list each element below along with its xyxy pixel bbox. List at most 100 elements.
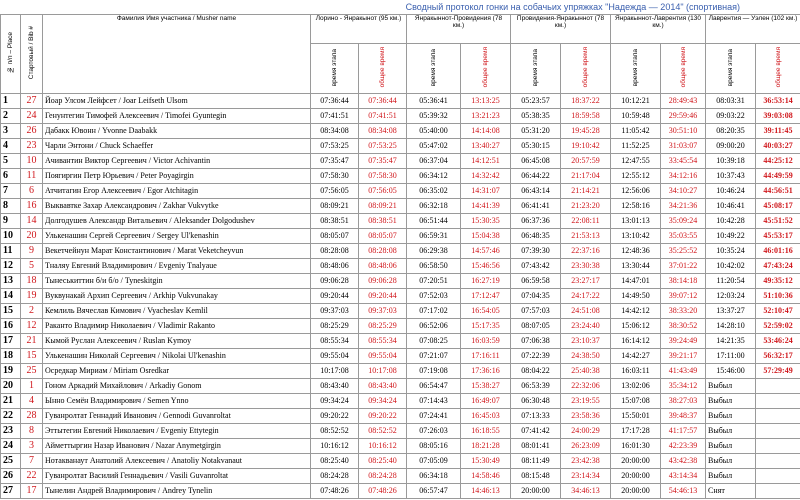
time: 08:28:08 (310, 243, 359, 259)
total-time: 09:20:22 (358, 408, 407, 424)
time: 06:34:12 (406, 168, 461, 184)
bib: 15 (20, 348, 43, 364)
total-time: 24:38:50 (560, 348, 611, 364)
time: 07:19:08 (406, 363, 461, 379)
time: 08:25:40 (310, 453, 359, 469)
time: 08:09:21 (310, 198, 359, 214)
time: 16:14:12 (610, 333, 661, 349)
time: 05:40:00 (406, 123, 461, 139)
total-time-header: общее время (679, 47, 687, 88)
place: 25 (0, 453, 21, 469)
total-time: 31:03:07 (659, 138, 707, 154)
total-time: 07:53:25 (358, 138, 407, 154)
row: 5 10 Ачивантин Виктор Сергеевич / Victor A… (0, 153, 800, 169)
time: 07:57:03 (510, 303, 561, 319)
total-time: 23:24:40 (560, 318, 611, 334)
place: 6 (0, 168, 21, 184)
bib: 6 (20, 183, 43, 199)
bib: 20 (20, 228, 43, 244)
row: 16 12 Ракантo Владимир Николаевич / Vladim… (0, 318, 800, 334)
musher-name: Выквавтке Захар Александрович / Zakhar V… (42, 198, 311, 214)
status: Выбыл (705, 408, 757, 424)
stage-header: Лорино - Янракынот (95 км.) (310, 14, 407, 44)
total-time: 10:17:08 (358, 363, 407, 379)
bib: 26 (20, 123, 43, 139)
time: 10:49:22 (705, 228, 757, 244)
time: 07:04:35 (510, 288, 561, 304)
bib: 23 (20, 138, 43, 154)
stage-time-header: время этапа (727, 48, 735, 87)
row: 15 2 Кемлиль Вячеслав Кимович / Vyacheslav… (0, 303, 800, 319)
total-time: 13:21:23 (460, 108, 511, 124)
time: 06:37:04 (406, 153, 461, 169)
total-time: 18:21:28 (460, 438, 511, 454)
empty-cell (755, 408, 800, 424)
stage-time-header: время этапа (632, 48, 639, 87)
total-time: 07:58:30 (358, 168, 407, 184)
place: 17 (0, 333, 21, 349)
final-time: 57:29:49 (755, 363, 800, 379)
musher-name: Тынелин Андрей Владимирович / Andrey Tyn… (42, 483, 311, 499)
row: 2 24 Генунтегин Тимофей Алексеевич / Timof… (0, 108, 800, 124)
total-time: 14:58:46 (460, 468, 511, 484)
time: 12:58:16 (610, 198, 661, 214)
time: 08:03:31 (705, 93, 757, 109)
time: 13:10:42 (610, 228, 661, 244)
total-time: 16:49:07 (460, 393, 511, 409)
row: 6 11 Поягиргин Петр Юрьевич / Peter Poyagi… (0, 168, 800, 184)
place: 21 (0, 393, 21, 409)
total-time: 08:48:06 (358, 258, 407, 274)
time: 10:17:08 (310, 363, 359, 379)
time: 07:43:42 (510, 258, 561, 274)
total-time: 20:57:59 (560, 153, 611, 169)
stage-time-header: время этапа (331, 48, 338, 87)
total-time: 24:51:08 (560, 303, 611, 319)
bib: 14 (20, 213, 43, 229)
time: 12:55:12 (610, 168, 661, 184)
musher-name: Эттытегин Евгений Николаевич / Evgeniy E… (42, 423, 311, 439)
total-time: 15:30:49 (460, 453, 511, 469)
total-time: 07:41:51 (358, 108, 407, 124)
empty-cell (755, 393, 800, 409)
total-time: 14:32:42 (460, 168, 511, 184)
total-time: 08:28:08 (358, 243, 407, 259)
status: Выбыл (705, 423, 757, 439)
time: 08:55:34 (310, 333, 359, 349)
place: 14 (0, 288, 21, 304)
time: 07:13:33 (510, 408, 561, 424)
total-time: 23:19:55 (560, 393, 611, 409)
place: 20 (0, 378, 21, 394)
row: 25 7 Нотакванаут Анатолий Алексеевич / Ana… (0, 453, 800, 469)
total-time: 15:38:27 (460, 378, 511, 394)
time: 08:05:16 (406, 438, 461, 454)
time: 05:30:15 (510, 138, 561, 154)
time: 06:29:38 (406, 243, 461, 259)
total-time: 21:53:13 (560, 228, 611, 244)
total-time: 35:09:24 (659, 213, 707, 229)
status: Снят (705, 483, 757, 499)
place: 9 (0, 213, 21, 229)
musher-name: Ачивантин Виктор Сергеевич / Victor Achi… (42, 153, 311, 169)
row: 26 22 Гуванролтат Василий Геннадьевич / Va… (0, 468, 800, 484)
place: 5 (0, 153, 21, 169)
time: 08:43:40 (310, 378, 359, 394)
time: 09:55:04 (310, 348, 359, 364)
total-time: 19:45:28 (560, 123, 611, 139)
final-time: 52:10:47 (755, 303, 800, 319)
time: 14:42:27 (610, 348, 661, 364)
total-time: 24:17:22 (560, 288, 611, 304)
time: 06:58:50 (406, 258, 461, 274)
time: 09:20:44 (310, 288, 359, 304)
time: 06:32:18 (406, 198, 461, 214)
total-time: 37:01:22 (659, 258, 707, 274)
total-time: 09:34:24 (358, 393, 407, 409)
total-time: 16:18:55 (460, 423, 511, 439)
time: 09:00:20 (705, 138, 757, 154)
time: 07:21:07 (406, 348, 461, 364)
total-time: 15:04:38 (460, 228, 511, 244)
total-time: 16:03:59 (460, 333, 511, 349)
final-time: 56:32:17 (755, 348, 800, 364)
time: 05:23:57 (510, 93, 561, 109)
total-time: 07:36:44 (358, 93, 407, 109)
row: 9 14 Долгодушев Александр Витальевич / Ale… (0, 213, 800, 229)
